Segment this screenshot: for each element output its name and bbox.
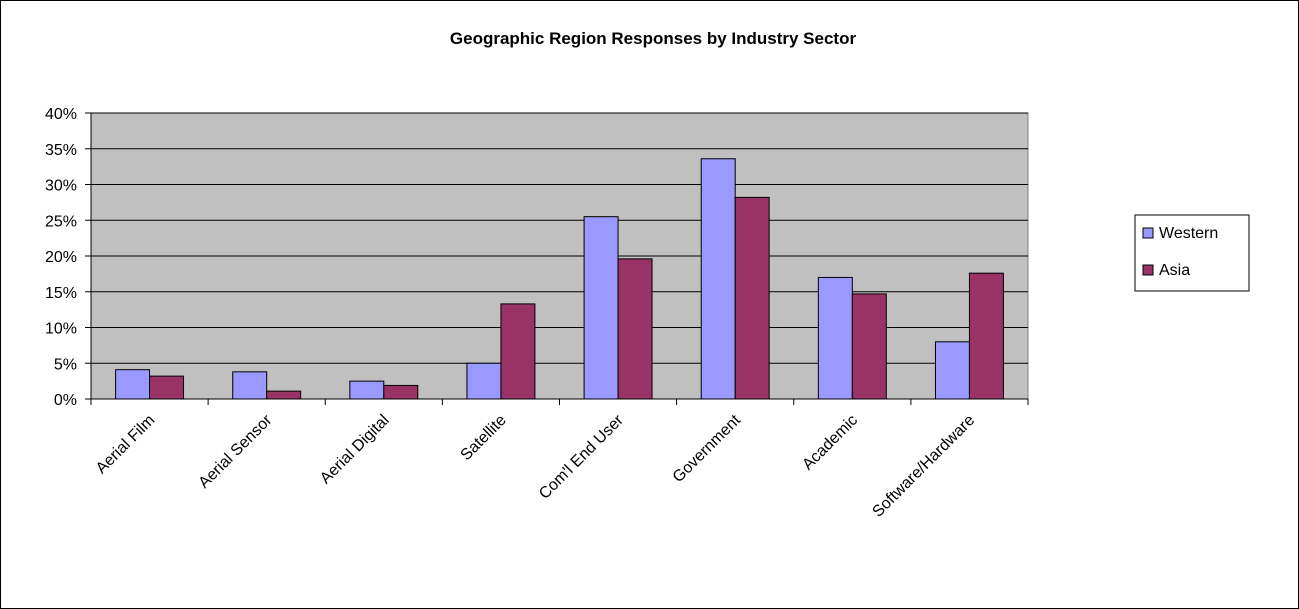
bar-western-aerial-digital: [349, 380, 385, 400]
legend: Western Asia: [1134, 214, 1250, 292]
x-tick-label: Aerial Film: [93, 412, 158, 477]
legend-box: [1134, 214, 1250, 292]
x-tick-label: Satellite: [457, 412, 509, 464]
bar-western-com-l-end-user: [583, 216, 619, 400]
bars: [115, 158, 1004, 400]
bar-western-government: [700, 158, 736, 400]
x-tick-label: Aerial Sensor: [196, 411, 276, 491]
bar-asia-aerial-digital: [383, 384, 419, 400]
axes: [85, 112, 1029, 405]
legend-swatch-asia: [1142, 264, 1154, 276]
y-tick-label: 20%: [45, 249, 77, 266]
bar-western-satellite: [466, 362, 502, 400]
legend-label-asia: Asia: [1159, 262, 1190, 279]
bar-asia-government: [734, 196, 770, 400]
y-tick-label: 10%: [45, 321, 77, 338]
y-tick-label: 5%: [54, 356, 77, 373]
x-tick-label: Academic: [799, 412, 861, 474]
bar-western-academic: [817, 276, 853, 400]
y-tick-label: 25%: [45, 213, 77, 230]
y-tick-label: 40%: [45, 106, 77, 123]
legend-swatch-western: [1142, 227, 1154, 239]
legend-label-western: Western: [1159, 225, 1218, 242]
y-tick-label: 15%: [45, 285, 77, 302]
x-tick-label: Government: [670, 411, 745, 486]
bar-asia-satellite: [500, 303, 536, 400]
bar-asia-aerial-film: [149, 375, 185, 400]
x-tick-labels: Aerial Film Aerial Sensor Aerial Digital Sa…: [93, 411, 978, 520]
y-tick-labels: 0% 5% 10% 15% 20% 25% 30% 35% 40%: [45, 106, 77, 409]
bar-asia-academic: [851, 293, 887, 400]
y-tick-label: 0%: [54, 392, 77, 409]
bar-western-aerial-film: [115, 369, 151, 400]
x-tick-label: Software/Hardware: [869, 412, 978, 521]
x-tick-label: Aerial Digital: [317, 412, 393, 488]
y-tick-label: 35%: [45, 142, 77, 159]
chart-title: Geographic Region Responses by Industry …: [450, 29, 857, 48]
y-tick-label: 30%: [45, 178, 77, 195]
bar-asia-software-hardware: [968, 272, 1004, 400]
bar-asia-com-l-end-user: [617, 258, 653, 400]
bar-western-software-hardware: [934, 341, 970, 400]
x-tick-label: Com'l End User: [536, 411, 627, 502]
bar-western-aerial-sensor: [232, 371, 268, 400]
bar-asia-aerial-sensor: [266, 390, 302, 400]
